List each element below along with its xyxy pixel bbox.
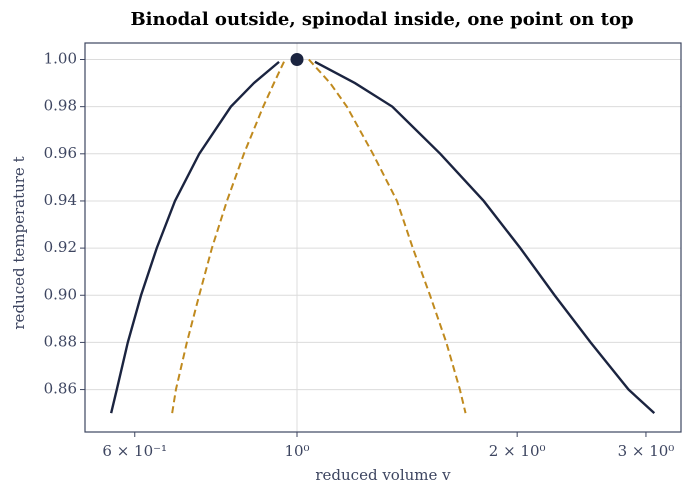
y-tick-label: 0.88 bbox=[44, 332, 77, 350]
x-tick-label: 3 × 10⁰ bbox=[618, 442, 675, 460]
y-tick-label: 0.96 bbox=[44, 144, 77, 162]
y-axis-label: reduced temperature t bbox=[10, 156, 28, 329]
plot-frame bbox=[84, 42, 682, 433]
y-tick-label: 0.92 bbox=[44, 238, 77, 256]
x-axis-label: reduced volume v bbox=[315, 466, 451, 484]
chart-title: Binodal outside, spinodal inside, one po… bbox=[130, 9, 633, 30]
y-tick-label: 0.86 bbox=[44, 380, 77, 398]
x-tick-label: 2 × 10⁰ bbox=[489, 442, 546, 460]
y-tick-label: 0.90 bbox=[44, 285, 77, 303]
y-tick-label: 0.94 bbox=[44, 191, 77, 209]
point bbox=[290, 53, 304, 67]
y-tick-label: 1.00 bbox=[44, 50, 77, 68]
curve bbox=[171, 58, 467, 414]
curve bbox=[109, 60, 656, 415]
y-tick-label: 0.98 bbox=[44, 97, 77, 115]
x-tick-label: 10⁰ bbox=[284, 442, 309, 460]
x-tick-label: 6 × 10⁻¹ bbox=[102, 442, 167, 460]
